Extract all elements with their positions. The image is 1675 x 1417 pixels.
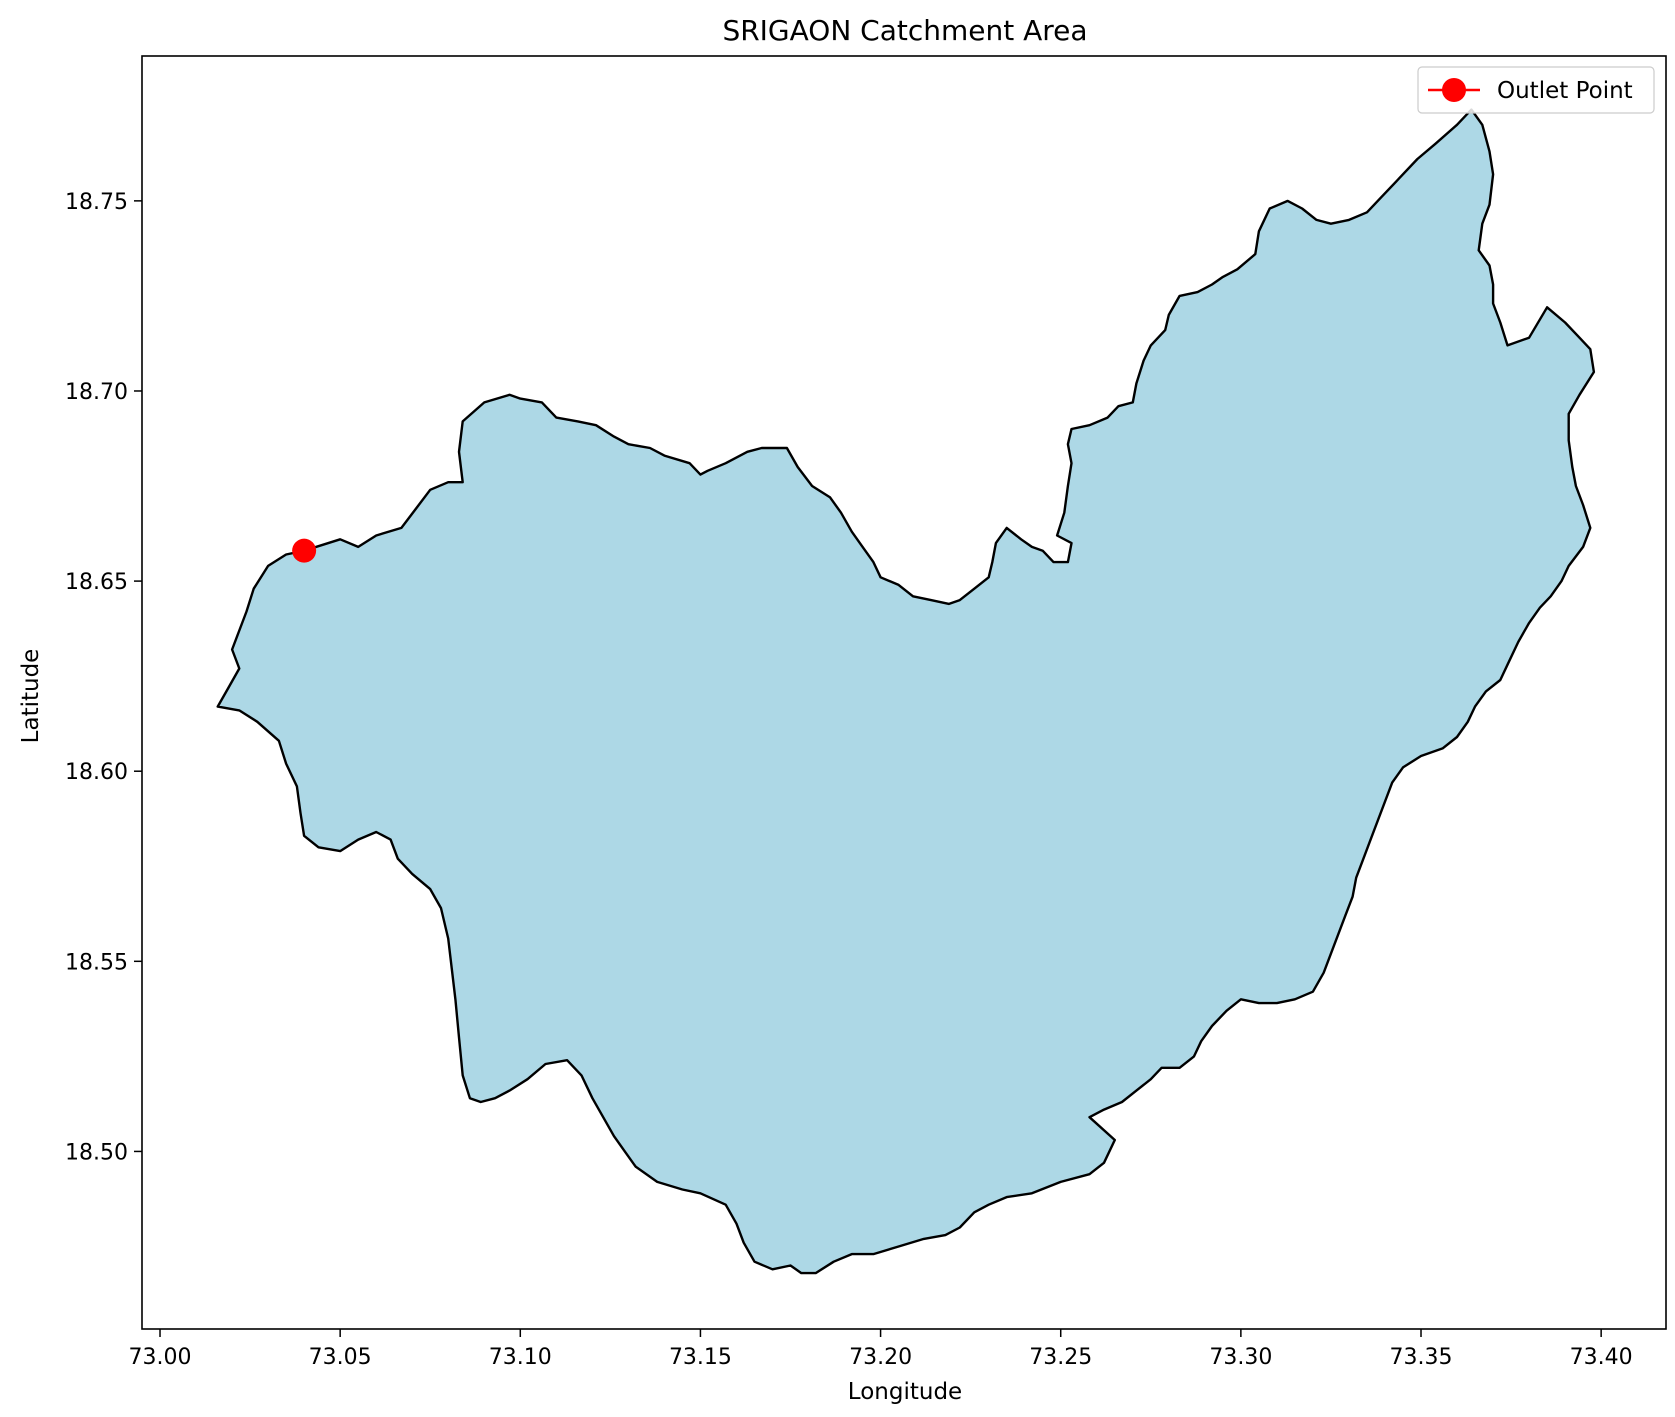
catchment-polygon: [216, 108, 1596, 1275]
plot-frame: [141, 55, 1667, 1330]
x-tick-label: 73.25: [1029, 1345, 1092, 1370]
plot-area: [141, 55, 1667, 1330]
x-tick-label: 73.35: [1390, 1345, 1453, 1370]
y-tick-label: 18.70: [65, 380, 128, 405]
legend-label-outlet-point: Outlet Point: [1497, 78, 1633, 104]
legend-marker-icon: [1442, 78, 1466, 102]
y-tick-label: 18.50: [65, 1140, 128, 1165]
y-tick-label: 18.60: [65, 760, 128, 785]
x-tick-label: 73.30: [1209, 1345, 1272, 1370]
x-tick-label: 73.40: [1570, 1345, 1633, 1370]
x-tick-label: 73.20: [849, 1345, 912, 1370]
outlet-point-marker[interactable]: [292, 538, 317, 563]
legend-box: [1417, 66, 1655, 114]
y-tick-label: 18.75: [65, 190, 128, 215]
y-axis-ticks: 18.50 18.55 18.60 18.65 18.70 18.75: [65, 190, 142, 1165]
x-tick-label: 73.05: [309, 1345, 372, 1370]
x-tick-label: 73.10: [489, 1345, 552, 1370]
x-tick-label: 73.00: [129, 1345, 192, 1370]
x-tick-label: 73.15: [669, 1345, 732, 1370]
legend: Outlet Point: [1417, 66, 1655, 114]
y-tick-label: 18.55: [65, 950, 128, 975]
x-axis-ticks: 73.00 73.05 73.10 73.15 73.20 73.25 73.30 73.35…: [129, 1329, 1633, 1370]
y-axis-label: Latitude: [18, 649, 44, 744]
y-tick-label: 18.65: [65, 570, 128, 595]
chart-title: SRIGAON Catchment Area: [722, 14, 1087, 47]
x-axis-label: Longitude: [848, 1379, 962, 1405]
